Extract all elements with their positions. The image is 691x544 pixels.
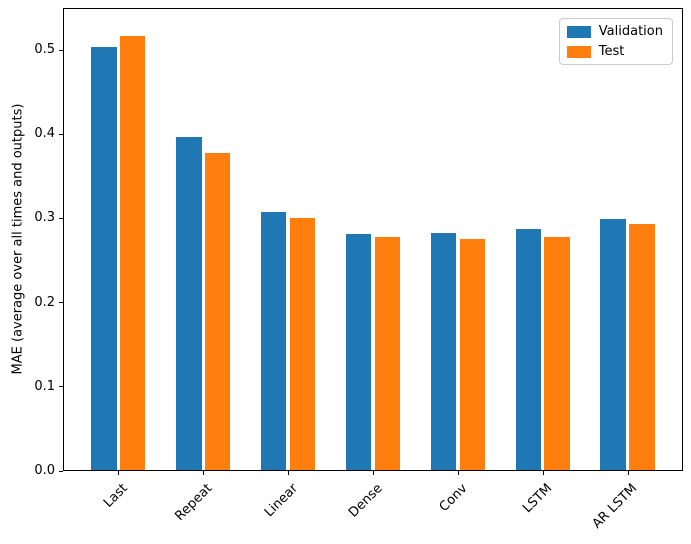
legend-item-validation: Validation bbox=[566, 24, 663, 39]
bar-validation-last bbox=[91, 47, 117, 470]
plot-area bbox=[63, 8, 683, 471]
legend-label: Test bbox=[598, 44, 625, 59]
bar-test-repeat bbox=[204, 152, 231, 470]
y-axis-label: MAE (average over all times and outputs) bbox=[10, 103, 26, 375]
x-tick-mark bbox=[288, 471, 290, 475]
y-tick-label: 0.5 bbox=[34, 42, 55, 58]
bar-test-conv bbox=[459, 238, 486, 470]
y-tick-mark bbox=[59, 217, 63, 219]
bar-validation-conv bbox=[430, 233, 457, 470]
x-tick-mark bbox=[627, 471, 629, 475]
x-tick-mark bbox=[203, 471, 205, 475]
x-tick-mark bbox=[373, 471, 374, 475]
y-tick-label: 0.3 bbox=[34, 210, 55, 226]
bar-test-linear bbox=[289, 218, 316, 470]
bar-test-last bbox=[120, 35, 146, 470]
bar-validation-repeat bbox=[176, 136, 202, 470]
legend-item-test: Test bbox=[566, 44, 663, 59]
x-tick-label-linear: Linear bbox=[261, 481, 301, 521]
bar-validation-dense bbox=[345, 234, 372, 470]
bar-test-ar-lstm bbox=[629, 224, 655, 470]
x-tick-mark bbox=[457, 471, 459, 475]
legend-label: Validation bbox=[598, 24, 663, 39]
y-tick-mark bbox=[59, 302, 63, 304]
bar-test-lstm bbox=[544, 236, 570, 470]
x-tick-label-ar-lstm: AR LSTM bbox=[589, 481, 641, 532]
bar-validation-ar-lstm bbox=[600, 219, 626, 470]
y-tick-label: 0.2 bbox=[34, 294, 55, 310]
x-tick-label-repeat: Repeat bbox=[172, 481, 216, 524]
bar-test-dense bbox=[374, 236, 401, 470]
legend-swatch-validation bbox=[566, 25, 591, 38]
y-tick-mark bbox=[59, 470, 63, 472]
y-tick-label: 0.4 bbox=[34, 126, 55, 142]
x-tick-label-last: Last bbox=[101, 481, 131, 511]
bar-validation-lstm bbox=[515, 229, 542, 470]
legend: Validation Test bbox=[558, 18, 673, 65]
x-tick-mark bbox=[118, 471, 120, 475]
y-tick-label: 0.0 bbox=[34, 463, 55, 478]
y-tick-mark bbox=[59, 133, 63, 135]
bar-validation-linear bbox=[260, 212, 287, 470]
y-tick-label: 0.1 bbox=[34, 378, 55, 394]
legend-swatch-test bbox=[566, 45, 591, 58]
x-tick-label-lstm: LSTM bbox=[520, 481, 556, 517]
x-tick-label-dense: Dense bbox=[345, 481, 386, 521]
x-tick-mark bbox=[542, 471, 544, 475]
y-tick-mark bbox=[59, 386, 63, 388]
y-tick-mark bbox=[59, 49, 63, 51]
x-tick-label-conv: Conv bbox=[436, 481, 471, 515]
